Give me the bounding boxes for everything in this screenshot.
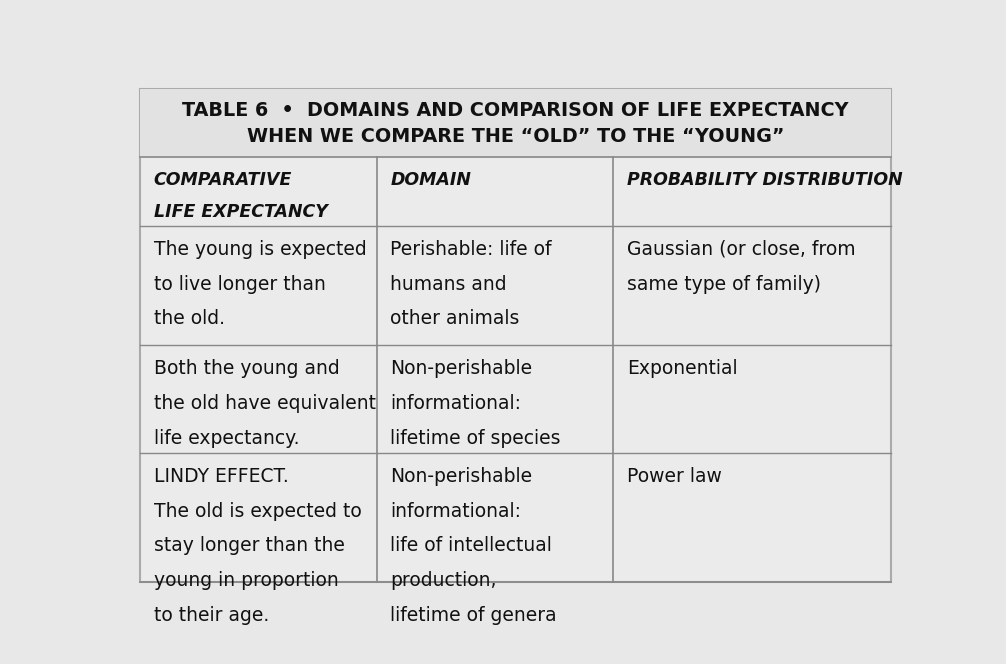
Text: LINDY EFFECT.
The old is expected to
stay longer than the
young in proportion
to: LINDY EFFECT. The old is expected to sta… xyxy=(154,467,361,625)
Text: Perishable: life of
humans and
other animals: Perishable: life of humans and other ani… xyxy=(390,240,552,328)
Text: Non-perishable
informational:
lifetime of species: Non-perishable informational: lifetime o… xyxy=(390,359,561,448)
Text: PROBABILITY DISTRIBUTION: PROBABILITY DISTRIBUTION xyxy=(628,171,902,189)
Text: COMPARATIVE
LIFE EXPECTANCY: COMPARATIVE LIFE EXPECTANCY xyxy=(154,171,328,221)
Text: Both the young and
the old have equivalent
life expectancy.: Both the young and the old have equivale… xyxy=(154,359,375,448)
Text: DOMAIN: DOMAIN xyxy=(390,171,472,189)
Text: Gaussian (or close, from
same type of family): Gaussian (or close, from same type of fa… xyxy=(628,240,856,293)
Bar xyxy=(140,89,891,157)
Text: WHEN WE COMPARE THE “OLD” TO THE “YOUNG”: WHEN WE COMPARE THE “OLD” TO THE “YOUNG” xyxy=(246,127,785,146)
Text: Exponential: Exponential xyxy=(628,359,737,378)
Text: The young is expected
to live longer than
the old.: The young is expected to live longer tha… xyxy=(154,240,366,328)
Text: Power law: Power law xyxy=(628,467,722,486)
Text: Non-perishable
informational:
life of intellectual
production,
lifetime of gener: Non-perishable informational: life of in… xyxy=(390,467,557,625)
Text: TABLE 6  •  DOMAINS AND COMPARISON OF LIFE EXPECTANCY: TABLE 6 • DOMAINS AND COMPARISON OF LIFE… xyxy=(182,101,849,120)
